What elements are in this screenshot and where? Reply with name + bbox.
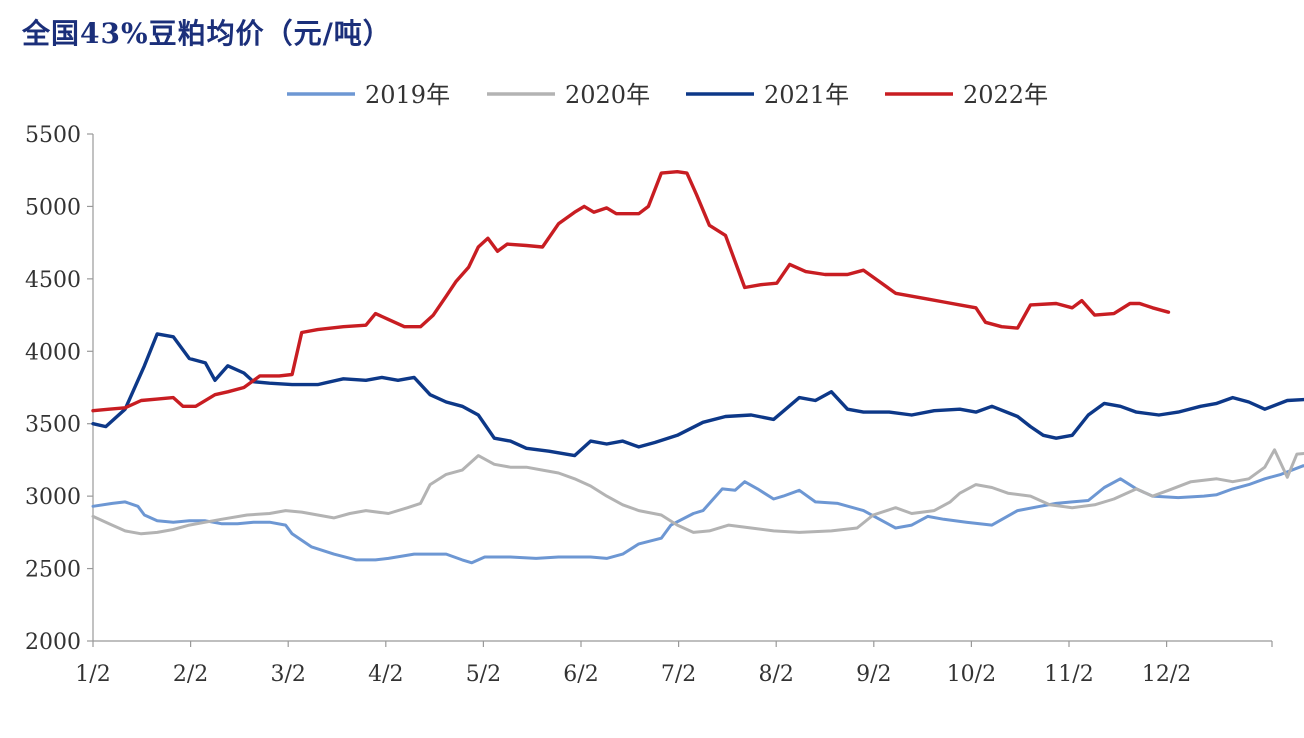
x-axis: 1/2 2/2 3/2 4/2 5/2 6/2 7/2 8/2 9/2 10/2 11/2 12/2 <box>75 640 1273 687</box>
x-tick-label: 6/2 <box>563 662 598 687</box>
x-tick-label: 11/2 <box>1044 662 1093 687</box>
x-tick-label: 5/2 <box>466 662 501 687</box>
series-line-2021 <box>91 332 1304 458</box>
x-tick-label: 7/2 <box>661 662 696 687</box>
x-tick-label: 4/2 <box>368 662 403 687</box>
legend-label: 2022年 <box>963 81 1048 109</box>
x-tick-label: 9/2 <box>856 662 891 687</box>
legend: 2019年 2020年 2021年 2022年 <box>287 81 1048 109</box>
legend-label: 2020年 <box>565 81 650 109</box>
x-tick-label: 2/2 <box>173 662 208 687</box>
x-tick-label: 12/2 <box>1142 662 1191 687</box>
x-tick-label: 10/2 <box>947 662 996 687</box>
series-line-2019 <box>91 464 1304 565</box>
x-tick-label: 1/2 <box>75 662 110 687</box>
y-tick-label: 4000 <box>25 340 81 365</box>
legend-label: 2021年 <box>764 81 849 109</box>
y-tick-label: 3000 <box>25 485 81 510</box>
y-tick-label: 2500 <box>25 558 81 583</box>
y-tick-label: 5500 <box>25 123 81 148</box>
series-line-2020 <box>91 448 1304 536</box>
series-layer <box>91 170 1304 565</box>
y-tick-label: 2000 <box>25 630 81 655</box>
y-tick-label: 3500 <box>25 413 81 438</box>
chart-title: 全国43%豆粕均价（元/吨） <box>22 17 392 50</box>
series-line-2022 <box>91 170 1171 413</box>
x-tick-label: 3/2 <box>270 662 305 687</box>
x-tick-label: 8/2 <box>758 662 793 687</box>
y-tick-label: 5000 <box>25 195 81 220</box>
y-axis: 2000 2500 3000 3500 4000 4500 5000 5500 <box>25 123 94 655</box>
y-tick-label: 4500 <box>25 268 81 293</box>
legend-label: 2019年 <box>365 81 450 109</box>
